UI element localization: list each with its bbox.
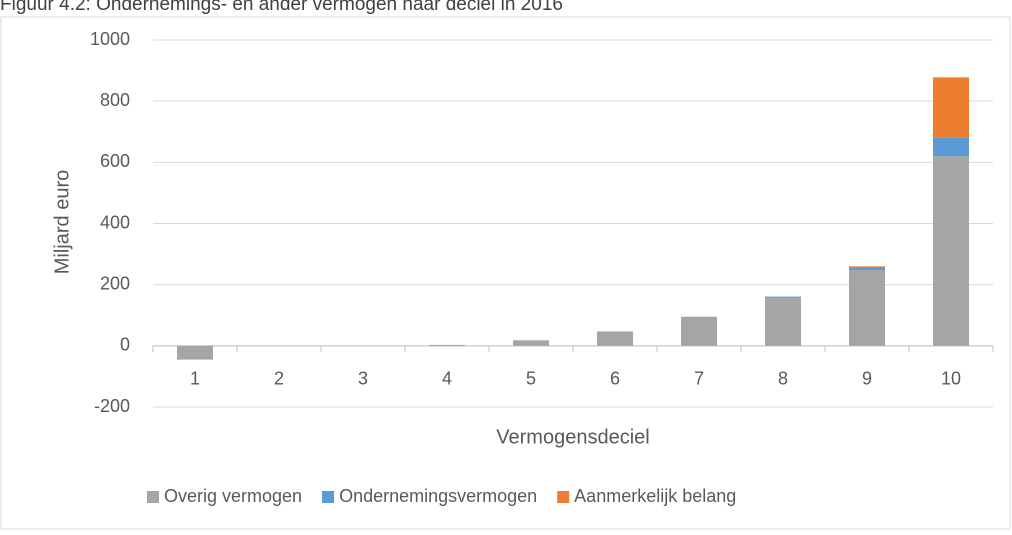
x-tick-label: 7 [694,369,704,389]
bar-segment [177,345,213,360]
x-tick-label: 3 [358,369,368,389]
y-tick-label: 400 [100,212,130,232]
bar-segment [849,266,885,268]
x-tick-label: 2 [274,369,284,389]
x-tick-label: 1 [190,369,200,389]
bar-segment [765,296,801,298]
y-tick-label: 1000 [90,29,130,49]
bar-segment [933,77,969,138]
legend-swatch [147,491,159,503]
chart-title: Figuur 4.2: Ondernemings- en ander vermo… [0,0,563,15]
legend-label: Overig vermogen [164,486,302,506]
legend-swatch [322,491,335,503]
bar-segment [513,340,549,346]
x-tick-label: 8 [778,369,788,389]
y-tick-label: 800 [100,90,130,110]
bar-segment [933,137,969,157]
legend-label: Ondernemingsvermogen [339,486,537,506]
x-tick-label: 10 [941,369,961,389]
x-tick-label: 9 [862,369,872,389]
bar-segment [765,297,801,346]
y-tick-label: -200 [94,396,130,416]
bar-segment [681,317,717,346]
bar-segment [933,156,969,346]
bar-segment [681,316,717,318]
x-tick-label: 5 [526,369,536,389]
chart-frame [0,16,1011,530]
bar-segment [849,267,885,270]
x-tick-label: 4 [442,369,452,389]
y-tick-label: 0 [120,335,130,355]
x-tick-label: 6 [610,369,620,389]
bar-segment [849,269,885,346]
bar-segment [597,331,633,346]
y-tick-label: 200 [100,273,130,293]
bar-segment [429,344,465,346]
y-axis-title: Miljard euro [51,170,73,274]
y-tick-label: 600 [100,151,130,171]
x-axis-title: Vermogensdeciel [496,426,649,448]
legend-label: Aanmerkelijk belang [574,486,736,506]
legend-swatch [557,491,570,503]
